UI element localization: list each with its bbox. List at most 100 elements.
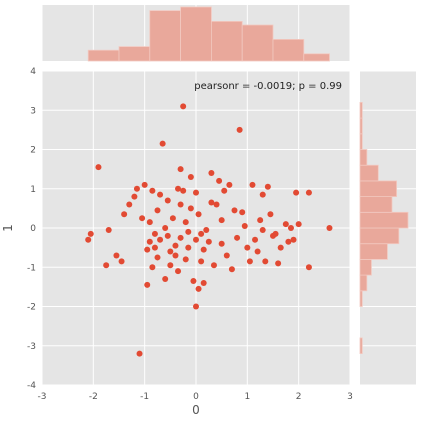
scatter-point	[239, 209, 246, 216]
right-histogram-bar	[359, 117, 363, 135]
scatter-point	[169, 215, 176, 222]
scatter-point	[244, 244, 251, 251]
scatter-point	[295, 221, 302, 228]
scatter-point	[272, 230, 279, 237]
scatter-point	[198, 230, 205, 237]
right-histogram-bar	[359, 227, 400, 245]
top-histogram-bar	[149, 10, 182, 62]
scatter-point	[221, 187, 228, 194]
right-histogram-bar	[359, 337, 363, 354]
scatter-point	[193, 189, 199, 196]
scatter-point	[234, 234, 241, 241]
scatter-point	[252, 236, 259, 243]
y-tick-label: 3	[30, 106, 36, 116]
scatter-point	[226, 181, 233, 188]
top-histogram-bar	[303, 53, 330, 62]
right-histogram-bar	[359, 290, 363, 307]
scatter-point	[136, 350, 143, 357]
right-histogram-bar	[359, 164, 379, 182]
scatter-point	[190, 277, 197, 284]
top-marginal-histogram	[87, 6, 330, 62]
x-axis-label: 0	[192, 403, 200, 417]
y-tick-label: -1	[27, 263, 36, 273]
scatter-point	[139, 215, 146, 222]
scatter-point	[326, 225, 333, 231]
top-histogram-bar	[241, 24, 274, 62]
scatter-point	[218, 240, 225, 247]
right-histogram-bar	[359, 102, 363, 119]
scatter-point	[200, 246, 207, 253]
scatter-point	[87, 230, 94, 237]
scatter-point	[172, 252, 179, 259]
scatter-point	[141, 181, 148, 188]
scatter-point	[167, 248, 174, 255]
scatter-point	[177, 234, 184, 241]
scatter-point	[154, 254, 161, 261]
scatter-point	[275, 260, 282, 267]
pearson-annotation: pearsonr = -0.0019; p = 0.99	[194, 81, 342, 92]
scatter-point	[131, 193, 138, 200]
y-axis-label: 1	[1, 224, 15, 232]
scatter-point	[198, 258, 205, 265]
scatter-point	[185, 244, 192, 251]
scatter-point	[200, 279, 207, 286]
right-histogram-bar	[359, 133, 363, 150]
scatter-point	[159, 140, 166, 147]
scatter-point	[177, 166, 184, 173]
scatter-point	[95, 164, 102, 171]
scatter-point	[216, 177, 223, 184]
scatter-point	[121, 211, 128, 218]
scatter-point	[105, 226, 112, 233]
y-tick-label: 0	[30, 224, 36, 234]
x-tick-label: -2	[89, 392, 98, 402]
scatter-point	[162, 276, 169, 283]
scatter-point	[164, 197, 171, 204]
scatter-point	[264, 183, 271, 190]
right-marginal-histogram	[359, 102, 409, 354]
scatter-point	[113, 252, 120, 259]
top-histogram-bar	[180, 6, 212, 62]
scatter-point	[133, 185, 140, 192]
scatter-point	[218, 217, 225, 224]
right-histogram-bar	[359, 196, 393, 213]
scatter-point	[287, 225, 294, 231]
scatter-point	[205, 238, 212, 245]
top-histogram-bar	[210, 20, 243, 62]
y-tick-label: 2	[30, 146, 36, 156]
right-histogram-bar	[359, 274, 368, 292]
scatter-point	[162, 225, 169, 231]
scatter-point	[177, 201, 184, 208]
y-tick-label: -2	[27, 303, 36, 313]
scatter-point	[164, 232, 171, 239]
scatter-point	[149, 264, 156, 271]
scatter-point	[157, 191, 164, 198]
scatter-point	[151, 244, 158, 251]
right-histogram-bar	[359, 149, 368, 166]
x-tick-label: 1	[244, 392, 250, 402]
scatter-point	[259, 226, 266, 233]
scatter-point	[103, 262, 110, 269]
scatter-point	[249, 181, 256, 188]
scatter-point	[246, 258, 253, 265]
top-histogram-bar	[118, 46, 151, 62]
scatter-point	[175, 185, 182, 192]
scatter-point	[236, 126, 243, 133]
scatter-point	[282, 221, 289, 228]
x-tick-labels: -3 -2 -1 0 1 2 3	[38, 392, 353, 402]
scatter-point	[305, 264, 312, 271]
x-tick-label: -1	[140, 392, 149, 402]
scatter-point	[213, 201, 220, 208]
scatter-point	[182, 256, 189, 263]
scatter-point	[144, 246, 151, 253]
scatter-point	[267, 211, 274, 218]
scatter-point	[193, 303, 199, 310]
scatter-point	[172, 242, 179, 249]
scatter-point	[210, 262, 217, 269]
top-histogram-bar	[272, 39, 305, 62]
scatter-point	[203, 226, 210, 233]
right-histogram-bar	[359, 211, 409, 229]
x-tick-label: 3	[347, 392, 353, 402]
scatter-point	[146, 219, 153, 226]
scatter-point	[185, 228, 192, 235]
